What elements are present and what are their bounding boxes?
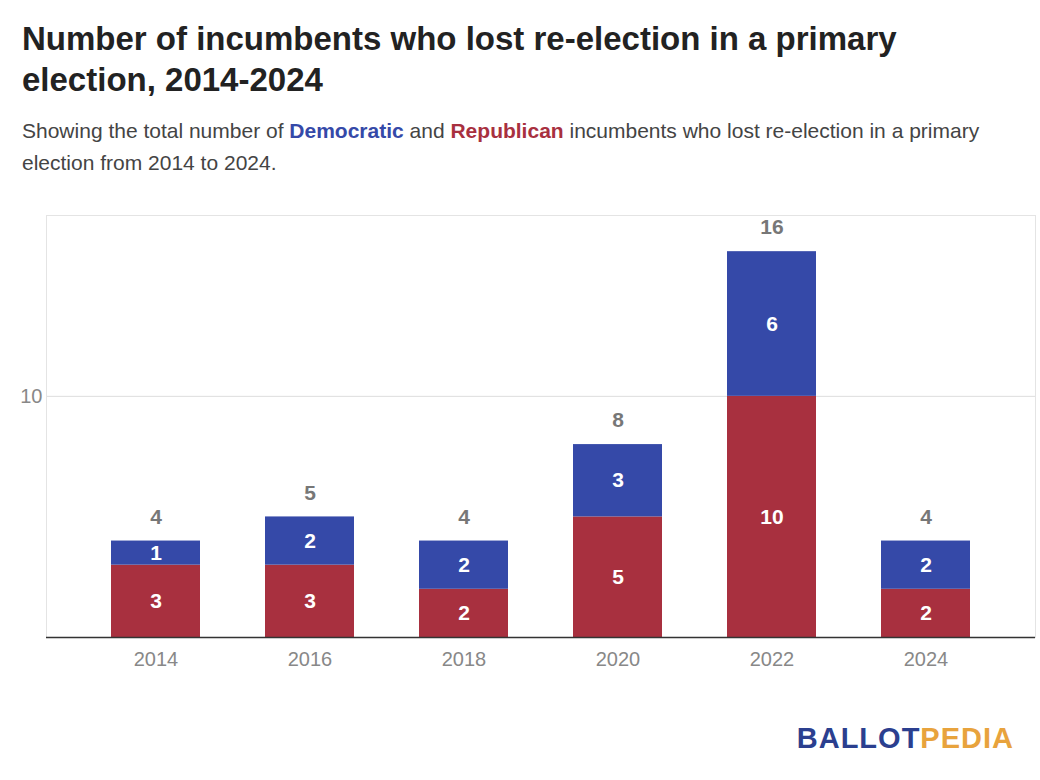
svg-text:2014: 2014: [134, 648, 179, 670]
svg-text:8: 8: [612, 408, 624, 431]
svg-text:2: 2: [458, 601, 470, 624]
svg-text:2020: 2020: [596, 648, 641, 670]
html-text:BALLOT PEDIA: BALLOT PEDIA: [796, 722, 1014, 754]
svg-text:2: 2: [304, 529, 316, 552]
svg-text:2016: 2016: [288, 648, 333, 670]
svg-text:6: 6: [766, 312, 778, 335]
svg-text:2: 2: [458, 553, 470, 576]
svg-text:10: 10: [760, 505, 783, 528]
svg-text:16: 16: [760, 215, 783, 238]
svg-text:2018: 2018: [442, 648, 487, 670]
svg-text:5: 5: [612, 565, 624, 588]
html-text:Number of incumbents who lost: Number of incumbents who lost re-electio…: [22, 20, 897, 99]
svg-text:10: 10: [20, 385, 42, 407]
svg-text:5: 5: [304, 481, 316, 504]
svg-text:4: 4: [920, 505, 932, 528]
svg-text:2022: 2022: [750, 648, 795, 670]
svg-text:1: 1: [150, 541, 162, 564]
svg-text:3: 3: [612, 468, 624, 491]
svg-text:3: 3: [304, 589, 316, 612]
svg-text:4: 4: [150, 505, 162, 528]
svg-text:2: 2: [920, 601, 932, 624]
svg-text:4: 4: [458, 505, 470, 528]
svg-text:2024: 2024: [904, 648, 949, 670]
svg-text:3: 3: [150, 589, 162, 612]
html-text:Showing the total number of De: Showing the total number of Democratic a…: [22, 118, 980, 174]
svg-text:2: 2: [920, 553, 932, 576]
